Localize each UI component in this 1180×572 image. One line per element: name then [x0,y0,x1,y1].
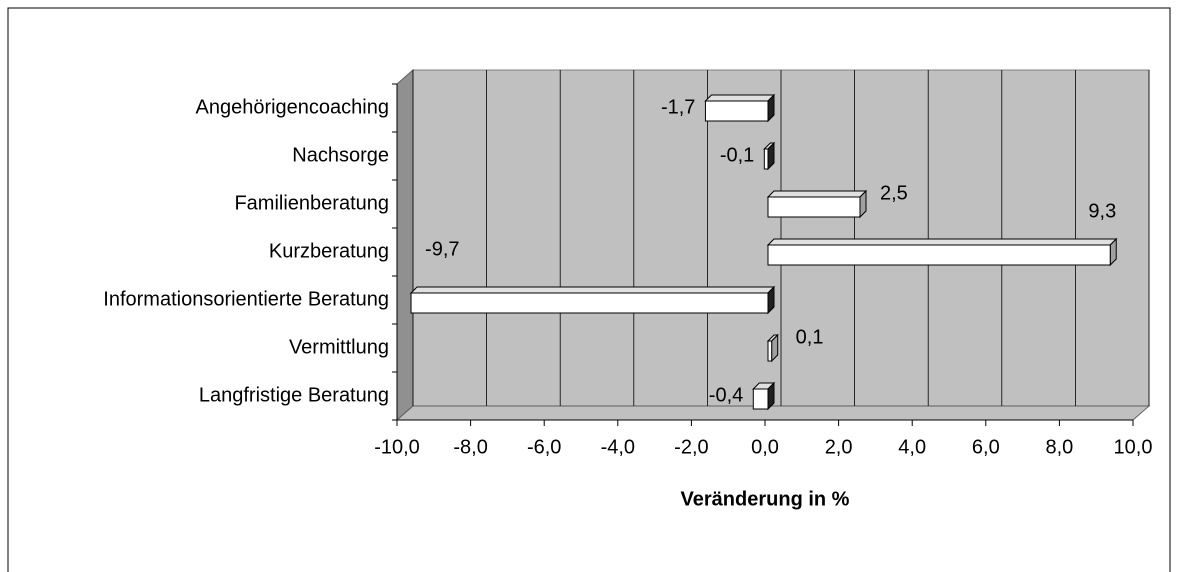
y-tick-label: Vermittlung [289,336,389,358]
x-tick-label: -10,0 [374,436,420,458]
x-tick-label: 8,0 [1045,436,1073,458]
bar-front [767,196,861,218]
bar [752,381,776,411]
x-tick-label: 2,0 [825,436,853,458]
bar [766,189,868,219]
bar-top [766,190,868,198]
bar-top [766,238,1118,246]
floor [395,405,1151,421]
y-tick-label: Kurzberatung [269,240,389,262]
x-tick-label: 0,0 [751,436,779,458]
side-wall [396,68,414,422]
value-label: -9,7 [425,238,459,260]
x-tick-label: 6,0 [972,436,1000,458]
value-label: -1,7 [661,96,695,118]
bar [704,93,776,123]
bar-front [767,340,773,362]
x-tick-label: -6,0 [527,436,561,458]
bar-front [763,148,769,170]
y-tick-label: Langfristige Beratung [199,384,389,406]
bar-top [409,286,776,294]
value-label: 0,1 [796,326,824,348]
y-tick-label: Familienberatung [234,192,389,214]
bar-front [410,292,769,314]
value-label: 2,5 [880,182,908,204]
x-tick-label: -8,0 [453,436,487,458]
x-tick-label: -4,0 [601,436,635,458]
bar [409,285,776,315]
y-tick-label: Informationsorientierte Beratung [103,288,389,310]
bar-front [752,388,769,410]
bar [766,333,779,363]
bar [763,141,776,171]
y-tick-label: Angehörigencoaching [196,96,390,118]
x-tick-label: -2,0 [674,436,708,458]
x-tick-label: 4,0 [898,436,926,458]
value-label: -0,4 [709,384,743,406]
bar-front [704,100,769,122]
value-label: 9,3 [1088,200,1116,222]
x-tick-label: 10,0 [1114,436,1153,458]
bar [766,237,1118,267]
y-tick-label: Nachsorge [292,144,389,166]
value-label: -0,1 [720,144,754,166]
x-axis-label: Veränderung in % [681,488,850,510]
bar-top [704,94,776,102]
bar-front [767,244,1111,266]
